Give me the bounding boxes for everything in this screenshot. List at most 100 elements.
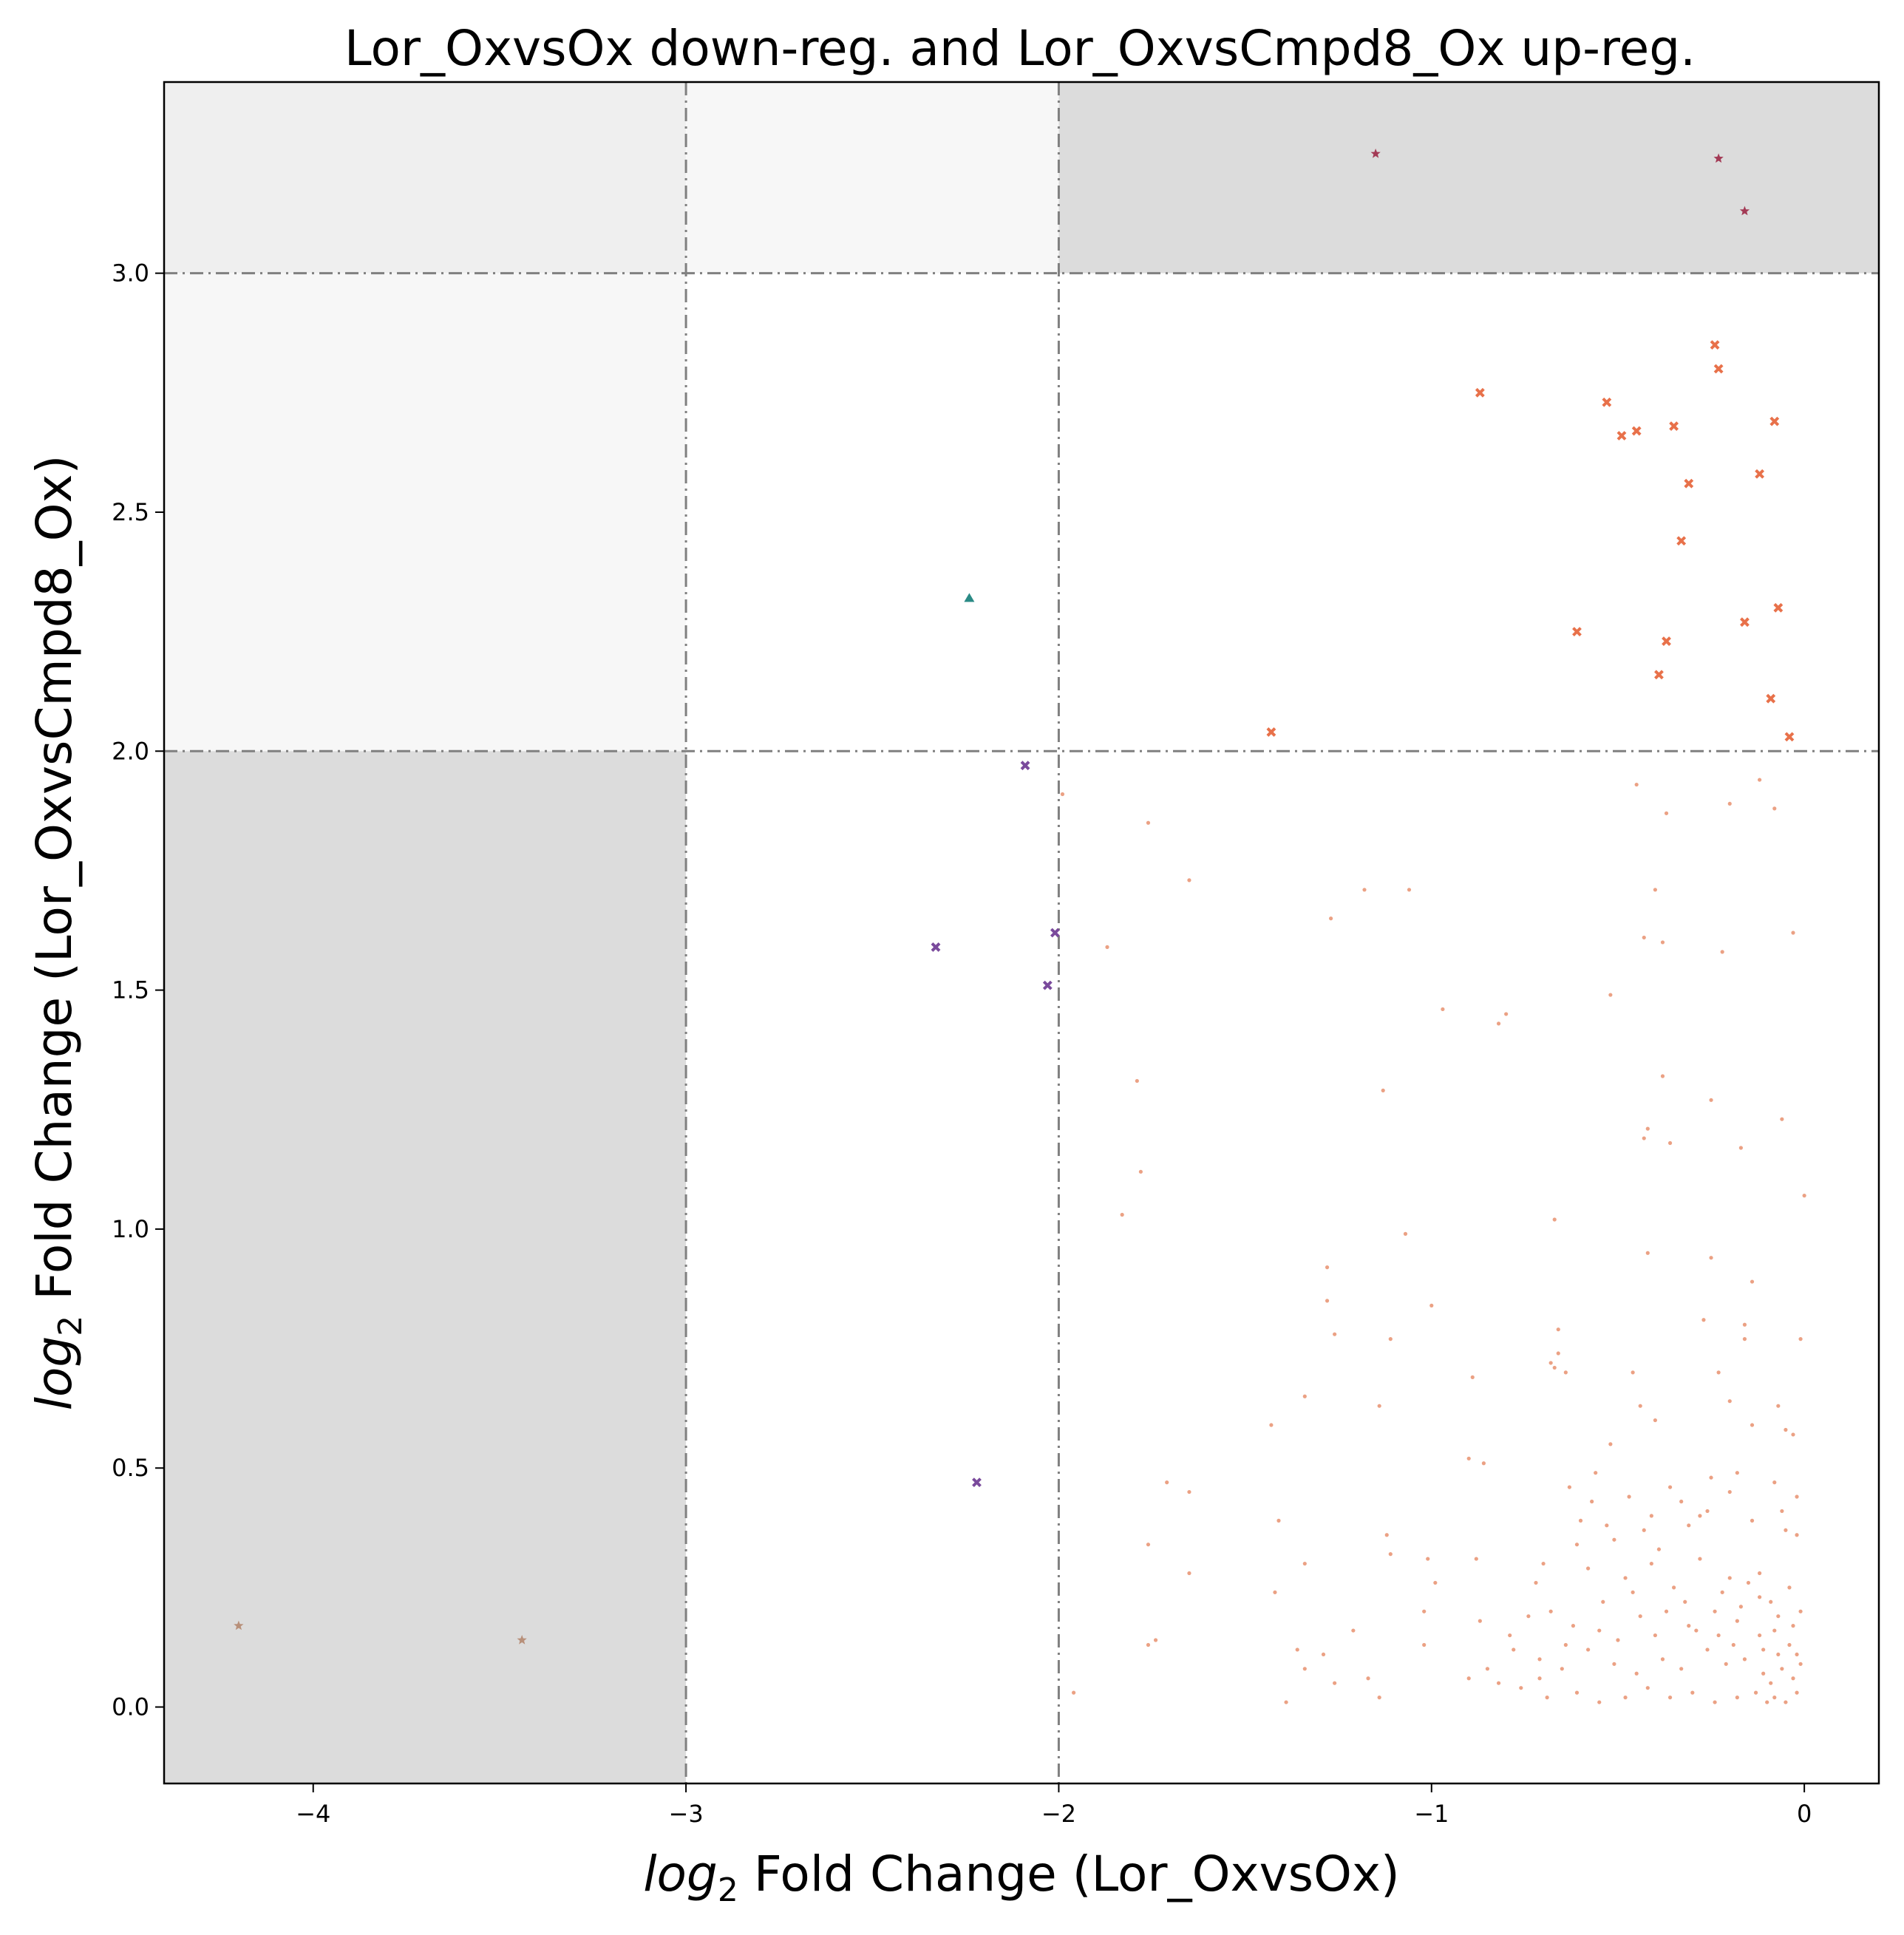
data-point — [1602, 397, 1612, 407]
data-point — [1571, 1624, 1576, 1628]
data-point — [1616, 431, 1627, 441]
data-point — [1466, 1456, 1471, 1460]
data-point — [1738, 1605, 1743, 1609]
data-point — [1572, 627, 1582, 637]
data-point — [1429, 1303, 1434, 1307]
data-point — [1050, 928, 1060, 938]
data-point — [1284, 1700, 1288, 1704]
data-point — [1713, 1700, 1717, 1704]
data-point — [1631, 426, 1642, 436]
data-point — [1295, 1647, 1299, 1652]
data-point — [1720, 1590, 1724, 1594]
data-point — [1362, 888, 1367, 892]
data-point — [1146, 1543, 1151, 1547]
data-point — [1165, 1480, 1169, 1485]
data-point — [1329, 917, 1333, 921]
data-point — [1687, 1523, 1691, 1528]
data-point — [1750, 1279, 1755, 1284]
shaded-region-1 — [686, 82, 1059, 273]
y-tick-label: 1.5 — [112, 976, 149, 1004]
data-point — [1519, 1686, 1523, 1690]
data-point — [1496, 1021, 1501, 1026]
data-point — [1146, 1642, 1151, 1647]
data-point — [1735, 1696, 1739, 1700]
data-point — [1422, 1609, 1427, 1613]
data-point — [1746, 1580, 1751, 1585]
data-point — [1631, 1370, 1635, 1375]
data-point — [1586, 1566, 1591, 1571]
data-point — [1698, 1557, 1702, 1561]
data-point — [1269, 1423, 1274, 1427]
data-point — [1784, 1528, 1788, 1532]
data-point — [972, 1477, 982, 1488]
data-point — [1683, 1599, 1687, 1604]
data-point — [1766, 693, 1776, 704]
data-point — [1478, 1619, 1482, 1623]
data-point — [1772, 1696, 1777, 1700]
y-axis-label-prefix: log — [26, 1336, 83, 1411]
y-tick-label: 0.0 — [112, 1693, 149, 1721]
data-point — [1791, 1676, 1795, 1681]
data-point — [1321, 1652, 1326, 1657]
data-point — [1660, 940, 1665, 945]
data-point — [1552, 1365, 1557, 1370]
data-point — [1623, 1696, 1628, 1700]
data-point — [1727, 1489, 1732, 1494]
data-point — [1798, 1337, 1803, 1341]
data-point — [1679, 1499, 1684, 1504]
data-point — [1597, 1628, 1602, 1633]
data-point — [1772, 1480, 1777, 1485]
data-point — [1266, 727, 1276, 737]
data-point — [1795, 1690, 1799, 1695]
plot-area-frame — [163, 81, 1880, 1785]
data-point — [1475, 387, 1485, 398]
data-point — [1541, 1561, 1546, 1566]
data-point — [1631, 1590, 1635, 1594]
data-point — [1758, 1633, 1762, 1638]
data-point — [1667, 1485, 1673, 1489]
data-point — [1664, 811, 1669, 815]
data-point — [1351, 1628, 1356, 1633]
data-point — [1698, 1514, 1702, 1518]
data-point — [1716, 1370, 1721, 1375]
data-point — [1649, 1514, 1653, 1518]
data-point — [1780, 1509, 1784, 1514]
y-axis-label-subscript: 2 — [52, 1316, 89, 1336]
data-point — [1769, 1681, 1773, 1685]
data-point — [1545, 1696, 1549, 1700]
data-point — [1642, 1528, 1646, 1532]
data-point — [517, 1635, 527, 1645]
data-point — [1020, 761, 1030, 771]
data-point — [1422, 1642, 1427, 1647]
data-point — [1758, 778, 1762, 782]
data-point — [1776, 1652, 1781, 1657]
threshold-lines — [164, 82, 1879, 1783]
data-point — [1645, 1126, 1650, 1131]
data-point — [1138, 1169, 1143, 1174]
data-point — [1548, 1609, 1553, 1613]
data-point — [1727, 1576, 1732, 1580]
data-point — [1333, 1332, 1337, 1336]
data-point — [1701, 1318, 1706, 1322]
data-point — [1537, 1657, 1542, 1662]
data-point — [1694, 1628, 1699, 1633]
data-point — [1105, 945, 1109, 949]
data-point — [1761, 1671, 1766, 1676]
data-point — [1798, 1609, 1803, 1613]
data-point — [1601, 1599, 1605, 1604]
data-point — [1795, 1494, 1799, 1499]
data-point — [1642, 1136, 1646, 1140]
data-point — [1713, 1609, 1717, 1613]
data-point — [1466, 1676, 1471, 1681]
data-point — [1709, 1475, 1713, 1480]
data-point — [1534, 1580, 1538, 1585]
data-point — [1638, 1614, 1642, 1619]
data-point — [1642, 935, 1646, 940]
data-point — [1676, 536, 1687, 546]
shaded-region-0 — [164, 82, 687, 273]
x-tick-label: 0 — [1797, 1800, 1812, 1828]
data-point — [1512, 1647, 1516, 1652]
data-point — [1787, 1642, 1792, 1647]
data-point — [1377, 1404, 1381, 1408]
data-point — [1302, 1667, 1307, 1671]
